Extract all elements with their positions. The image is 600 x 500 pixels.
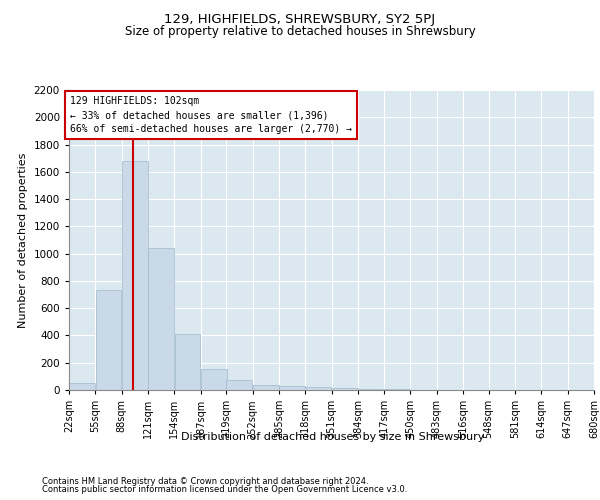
Bar: [148, 248, 174, 390]
Text: 129 HIGHFIELDS: 102sqm
← 33% of detached houses are smaller (1,396)
66% of semi-: 129 HIGHFIELDS: 102sqm ← 33% of detached…: [70, 96, 352, 134]
Bar: [226, 380, 253, 390]
Bar: [95, 290, 121, 390]
Y-axis label: Number of detached properties: Number of detached properties: [18, 152, 28, 328]
Text: 129, HIGHFIELDS, SHREWSBURY, SY2 5PJ: 129, HIGHFIELDS, SHREWSBURY, SY2 5PJ: [164, 12, 436, 26]
Bar: [279, 386, 305, 390]
Bar: [69, 383, 95, 390]
Bar: [175, 334, 200, 390]
Bar: [305, 388, 331, 390]
Bar: [122, 161, 148, 390]
Bar: [253, 384, 278, 390]
Bar: [332, 388, 358, 390]
Text: Size of property relative to detached houses in Shrewsbury: Size of property relative to detached ho…: [125, 25, 475, 38]
Text: Distribution of detached houses by size in Shrewsbury: Distribution of detached houses by size …: [181, 432, 485, 442]
Text: Contains public sector information licensed under the Open Government Licence v3: Contains public sector information licen…: [42, 485, 407, 494]
Text: Contains HM Land Registry data © Crown copyright and database right 2024.: Contains HM Land Registry data © Crown c…: [42, 477, 368, 486]
Bar: [201, 369, 227, 390]
